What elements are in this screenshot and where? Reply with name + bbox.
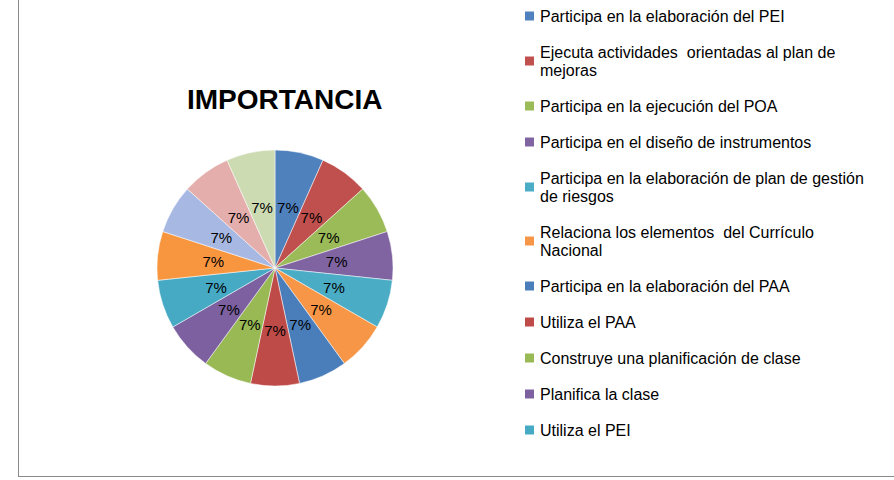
svg-text:Utiliza el PAA: Utiliza el PAA [540,314,636,331]
svg-text:7%: 7% [264,322,286,339]
svg-text:Planifica la clase: Planifica la clase [540,386,659,403]
svg-text:Participa en la elaboración de: Participa en la elaboración del PEI [540,8,785,25]
svg-text:7%: 7% [239,316,261,333]
svg-text:7%: 7% [205,279,227,296]
svg-text:Ejecuta actividades orientada: Ejecuta actividades orientadas al plan d… [540,44,840,61]
svg-text:Participa en la elaboración de: Participa en la elaboración del PAA [540,278,790,295]
svg-text:7%: 7% [277,199,299,216]
svg-text:Construye una planificación de: Construye una planificación de clase [540,350,801,367]
svg-text:Participa en la elaboración de: Participa en la elaboración de plan de g… [540,170,868,187]
svg-text:de riesgos: de riesgos [540,188,614,205]
svg-text:Utiliza el PEI: Utiliza el PEI [540,422,631,439]
svg-text:7%: 7% [251,199,273,216]
svg-text:7%: 7% [210,229,232,246]
svg-text:7%: 7% [323,279,345,296]
svg-text:7%: 7% [310,301,332,318]
svg-text:Relaciona los elementos del C: Relaciona los elementos del Currículo [540,224,818,241]
svg-text:Participa en la ejecución del: Participa en la ejecución del POA [540,98,778,115]
svg-text:7%: 7% [318,229,340,246]
svg-text:7%: 7% [301,209,323,226]
svg-text:7%: 7% [289,316,311,333]
svg-text:mejoras: mejoras [540,62,597,79]
svg-text:7%: 7% [228,209,250,226]
svg-text:IMPORTANCIA: IMPORTANCIA [187,84,382,115]
svg-text:Participa en el diseño de inst: Participa en el diseño de instrumentos [540,134,811,151]
svg-text:7%: 7% [202,253,224,270]
svg-text:7%: 7% [218,301,240,318]
svg-text:7%: 7% [326,253,348,270]
svg-text:Nacional: Nacional [540,242,602,259]
